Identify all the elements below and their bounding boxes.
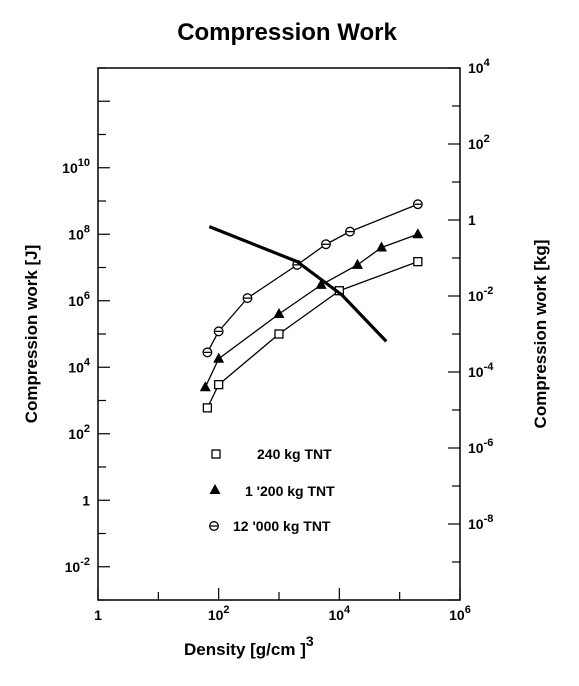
right-y-tick-label: 10-8	[468, 513, 493, 532]
data-point	[199, 381, 211, 392]
left-y-tick-label: 1010	[62, 157, 90, 176]
legend-marker-240kg	[211, 449, 221, 459]
data-point	[320, 239, 331, 250]
chart-title: Compression Work	[177, 19, 397, 46]
right-y-tick-label: 10-4	[468, 361, 494, 380]
x-axis-label-text: Density [g/cm ]	[184, 640, 306, 659]
legend-marker-1200kg	[209, 484, 221, 494]
series-3	[208, 225, 388, 343]
x-axis: 1 102 104 106	[94, 588, 471, 623]
data-point	[202, 347, 213, 358]
left-y-tick-label: 102	[68, 423, 90, 442]
series-line	[206, 203, 419, 353]
left-y-axis: 10-2 1 102 104 106 108 1010	[62, 67, 110, 601]
data-point	[315, 278, 327, 289]
data-point	[242, 293, 253, 304]
data-point	[412, 228, 424, 239]
x-tick-label: 102	[208, 604, 230, 623]
x-tick-label: 1	[94, 607, 102, 623]
series-layer	[199, 199, 424, 413]
right-y-axis: 10-8 10-6 10-4 10-2 1 102 104	[448, 57, 494, 601]
left-y-tick-label: 1	[82, 492, 90, 508]
legend-label-1200kg: 1 '200 kg TNT	[245, 483, 335, 499]
data-point	[351, 258, 363, 269]
series-line	[206, 261, 419, 409]
left-y-tick-label: 108	[68, 223, 90, 242]
data-point	[213, 326, 224, 337]
x-axis-label: Density [g/cm ]3	[184, 633, 314, 659]
legend: 240 kg TNT 1 '200 kg TNT 12 '000 kg TNT	[209, 446, 335, 534]
right-y-tick-label: 102	[468, 133, 490, 152]
legend-label-240kg: 240 kg TNT	[257, 446, 332, 462]
left-y-axis-label: Compression work [J]	[22, 245, 41, 424]
x-tick-label: 104	[328, 604, 351, 623]
left-y-tick-label: 106	[68, 290, 90, 309]
right-y-tick-label: 10-2	[468, 285, 493, 304]
data-point	[273, 307, 285, 318]
series-line	[208, 225, 388, 343]
data-point	[202, 403, 213, 413]
right-y-tick-label: 104	[468, 57, 491, 76]
left-y-tick-label: 104	[68, 356, 91, 375]
legend-marker-12000kg	[209, 521, 219, 531]
x-tick-label: 106	[449, 604, 471, 623]
right-y-axis-label: Compression work [kg]	[531, 240, 550, 429]
data-point	[214, 379, 224, 390]
x-axis-label-exponent: 3	[306, 633, 314, 649]
data-point	[213, 352, 225, 363]
series-0	[202, 256, 423, 413]
legend-label-12000kg: 12 '000 kg TNT	[233, 518, 331, 534]
data-point	[274, 329, 284, 339]
series-2	[202, 199, 423, 358]
left-y-tick-label: 10-2	[65, 556, 90, 575]
data-point	[376, 241, 388, 252]
right-y-tick-label: 1	[468, 212, 476, 228]
series-1	[199, 228, 424, 392]
data-point	[412, 199, 423, 210]
right-y-tick-label: 10-6	[468, 437, 493, 456]
data-point	[413, 256, 423, 267]
data-point	[345, 226, 355, 237]
